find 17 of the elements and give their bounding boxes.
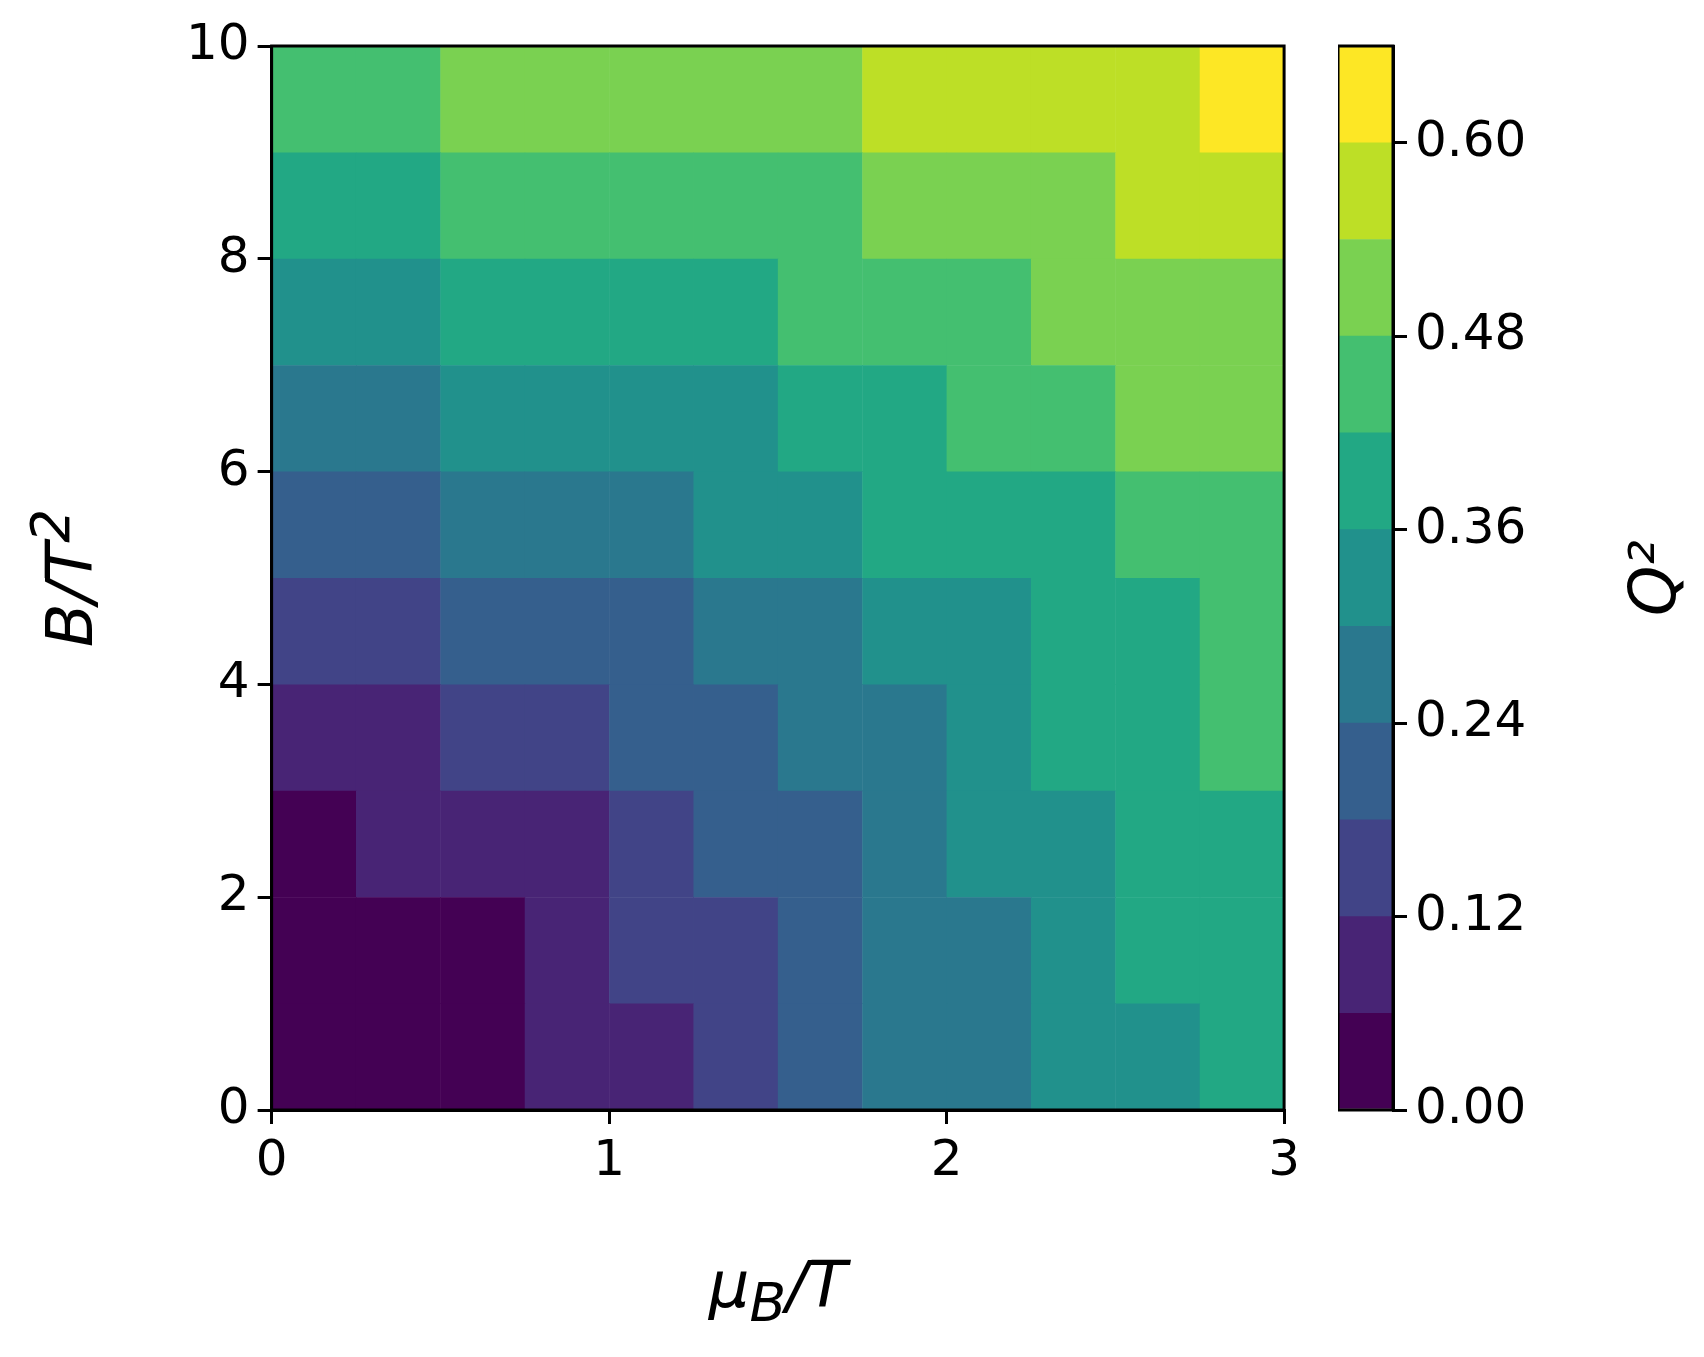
x-tick-label: 3 [1268,1128,1300,1187]
color-bar-label: 0.12 [1415,883,1527,942]
color-bar-label: 0.48 [1415,303,1527,362]
y-tick-label: 8 [217,225,250,284]
y-tick-label: 4 [217,651,250,710]
color-bar-label: 0.00 [1415,1076,1527,1135]
x-tick-label: 0 [255,1128,288,1187]
color-bar-label: 0.36 [1415,496,1527,555]
color-bar-label: 0.60 [1415,109,1527,168]
y-tick-label: 6 [217,438,250,497]
y-tick-label: 2 [217,864,250,923]
y-tick-label: 10 [186,12,250,71]
x-tick-label: 2 [930,1128,963,1187]
x-tick-label: 1 [593,1128,626,1187]
y-tick-label: 0 [217,1076,250,1135]
color-bar-label: 0.24 [1415,690,1527,749]
color-bar-title: Q² [1616,539,1690,617]
